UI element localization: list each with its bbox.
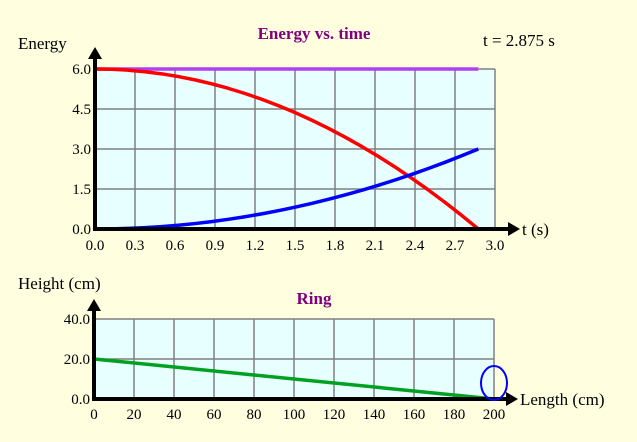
x-axis-label: Length (cm) [520, 390, 605, 409]
x-tick-label: 1.5 [286, 238, 305, 254]
x-axis-label: t (s) [522, 220, 549, 239]
x-tick-label: 80 [247, 407, 262, 423]
ring-icon [480, 365, 508, 401]
x-tick-label: 2.1 [366, 238, 385, 254]
x-tick-label: 0.6 [166, 238, 185, 254]
y-tick-label: 40.0 [64, 312, 90, 328]
x-tick-label: 140 [363, 407, 386, 423]
x-tick-label: 60 [207, 407, 222, 423]
chart-title: Ring [297, 289, 332, 308]
x-axis-arrow-icon [508, 222, 520, 236]
x-tick-label: 1.2 [246, 238, 265, 254]
x-tick-label: 20 [127, 407, 142, 423]
ring-chart: 0 20 40 60 80 100 120 140 160 180 200 0.0 20.0 40.0 Le… [18, 274, 605, 423]
x-tick-label: 160 [403, 407, 426, 423]
y-tick-label: 1.5 [72, 182, 91, 198]
x-tick-label: 3.0 [486, 238, 505, 254]
x-tick-label: 120 [323, 407, 346, 423]
chart-title: Energy vs. time [258, 24, 371, 43]
y-tick-label: 6.0 [72, 62, 91, 78]
x-tick-label: 0.3 [126, 238, 145, 254]
y-axis-label: Energy [18, 34, 67, 53]
series-line-0 [93, 357, 495, 401]
x-tick-label: 0 [90, 407, 98, 423]
y-tick-label: 0.0 [72, 222, 91, 238]
y-tick-label: 4.5 [72, 102, 91, 118]
x-tick-label: 1.8 [326, 238, 345, 254]
x-tick-label: 180 [443, 407, 466, 423]
y-tick-label: 0.0 [71, 392, 90, 408]
time-readout: t = 2.875 s [483, 31, 555, 50]
series-line-1 [94, 67, 480, 231]
y-axis-arrow-icon [88, 47, 102, 59]
x-tick-label: 0.0 [86, 238, 105, 254]
x-tick-label: 100 [283, 407, 306, 423]
x-tick-label: 40 [167, 407, 182, 423]
energy-chart: 0.0 0.3 0.6 0.9 1.2 1.5 1.8 2.1 2.4 2.7 3.0 0.0 1.5 3… [18, 24, 549, 254]
x-tick-label: 2.7 [446, 238, 465, 254]
y-tick-label: 3.0 [72, 142, 91, 158]
x-tick-label: 0.9 [206, 238, 225, 254]
x-tick-label: 2.4 [406, 238, 425, 254]
y-axis-label: Height (cm) [18, 274, 101, 293]
x-tick-label: 200 [483, 407, 506, 423]
series-line-2 [94, 147, 479, 231]
y-axis-arrow-icon [87, 299, 101, 311]
y-tick-label: 20.0 [64, 352, 90, 368]
x-axis-arrow-icon [506, 392, 518, 406]
